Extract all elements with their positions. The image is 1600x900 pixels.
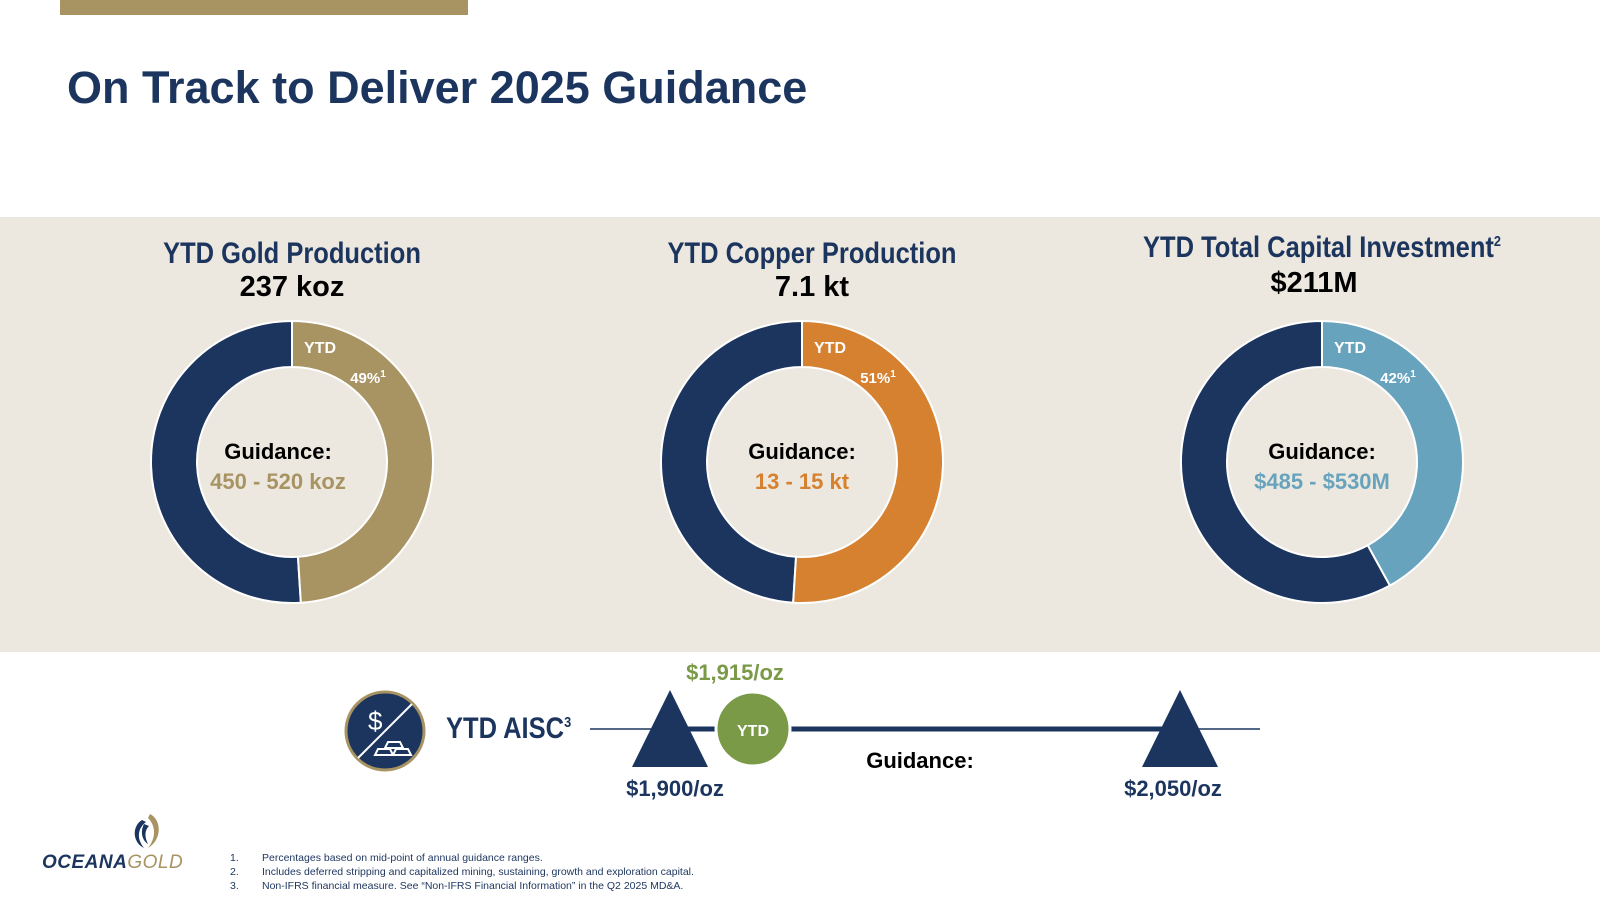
donut-percent-label: 49%1 (350, 369, 386, 387)
donut-ytd-slice (291, 319, 434, 604)
aisc-ytd-marker-label: YTD (737, 723, 769, 740)
footnote: 1. Percentages based on mid-point of annu… (230, 852, 543, 864)
donut-ytd-slice (792, 319, 944, 604)
footnote: 3. Non-IFRS financial measure. See “Non-I… (230, 880, 684, 892)
donut-remaining-slice (150, 319, 302, 604)
panel-value: 7.1 kt (774, 271, 850, 303)
dollar-gold-bars-icon: $ (344, 690, 426, 772)
donut-chart: YTD 42%1 (1180, 319, 1464, 604)
page-title: On Track to Deliver 2025 Guidance (67, 62, 808, 113)
center-label: Guidance: (224, 439, 332, 464)
donut-ytd-slice (1321, 319, 1464, 587)
guidance-band: YTD Gold Production 237 koz YTD 49%1 Guid… (0, 217, 1600, 652)
aisc-high-value: $2,050/oz (1124, 776, 1222, 801)
aisc-low-marker (632, 690, 708, 767)
donut-ytd-label: YTD (304, 340, 336, 357)
aisc-high-marker (1142, 690, 1218, 767)
donut-ytd-label: YTD (1334, 340, 1366, 357)
aisc-label: YTD AISC3 (446, 712, 572, 745)
panel-title: YTD Total Capital Investment2 (1142, 231, 1502, 264)
panel-value: $211M (1270, 267, 1358, 299)
center-label: Guidance: (748, 439, 856, 464)
donut-chart: YTD 51%1 (660, 319, 944, 604)
donut-ytd-label: YTD (814, 340, 846, 357)
aisc-guidance-label: Guidance: (866, 748, 974, 773)
top-accent-bar (60, 0, 468, 15)
donut-center: Guidance: 450 - 520 koz (38, 439, 518, 495)
oceanagold-wave-icon (134, 814, 159, 848)
center-label: Guidance: (1268, 439, 1376, 464)
aisc-ytd-value: $1,915/oz (686, 660, 784, 685)
donut-center: Guidance: $485 - $530M (1082, 439, 1562, 495)
donut-remaining-slice (1180, 319, 1392, 604)
copper-production-panel: YTD Copper Production 7.1 kt YTD 51%1 Gui… (572, 217, 1052, 652)
center-range: $485 - $530M (1254, 469, 1390, 494)
panel-title: YTD Copper Production (667, 237, 957, 270)
oceanagold-logo: OCEANAGOLD (42, 812, 202, 873)
panel-value: 237 koz (239, 271, 345, 303)
aisc-ytd-marker: YTD (714, 690, 792, 768)
logo-text: OCEANAGOLD (42, 852, 184, 873)
footnote: 2. Includes deferred stripping and capita… (230, 866, 694, 878)
donut-percent-label: 42%1 (1380, 369, 1416, 387)
capital-investment-panel: YTD Total Capital Investment2 $211M YTD 4… (1082, 217, 1562, 652)
aisc-range-chart: YTD (590, 690, 1260, 768)
donut-percent-label: 51%1 (860, 369, 896, 387)
center-range: 13 - 15 kt (754, 469, 850, 494)
donut-remaining-slice (660, 319, 803, 604)
aisc-low-value: $1,900/oz (626, 776, 724, 801)
panel-title: YTD Gold Production (163, 237, 421, 270)
footnotes: 1. Percentages based on mid-point of annu… (230, 851, 694, 893)
gold-production-panel: YTD Gold Production 237 koz YTD 49%1 Guid… (52, 217, 532, 652)
center-range: 450 - 520 koz (210, 469, 346, 494)
svg-text:$: $ (368, 706, 383, 736)
donut-chart: YTD 49%1 (150, 319, 434, 604)
donut-center: Guidance: 13 - 15 kt (562, 439, 1042, 495)
